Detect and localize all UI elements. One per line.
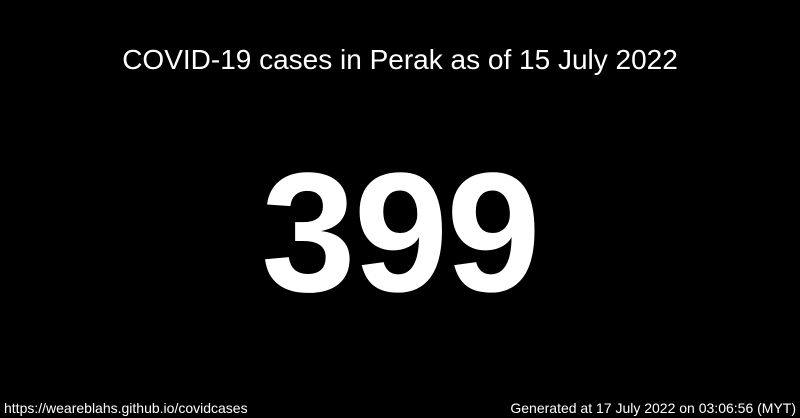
source-link[interactable]: https://weareblahs.github.io/covidcases: [4, 400, 248, 416]
headline: COVID-19 cases in Perak as of 15 July 20…: [122, 44, 678, 75]
generated-timestamp: Generated at 17 July 2022 on 03:06:56 (M…: [510, 400, 796, 416]
footer: https://weareblahs.github.io/covidcases …: [0, 400, 800, 416]
case-count: 399: [261, 138, 541, 328]
